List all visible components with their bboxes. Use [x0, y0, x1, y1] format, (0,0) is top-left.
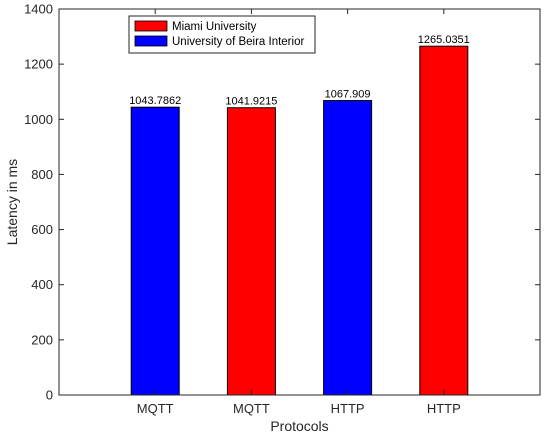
legend-swatch-2: [134, 35, 168, 47]
data-label-2: 1041.9215: [225, 96, 277, 108]
bar-3: [323, 100, 373, 396]
bar-1: [130, 106, 180, 396]
x-tick-label-1: MQTT: [137, 401, 174, 416]
bar-2: [226, 107, 276, 396]
data-label-1: 1043.7862: [129, 95, 181, 107]
y-tick-label: 1400: [24, 2, 53, 17]
y-tick-label: 1000: [24, 112, 53, 127]
data-label-4: 1265.0351: [418, 34, 470, 46]
bar-4: [419, 45, 469, 396]
x-axis-title: Protocols: [270, 418, 328, 434]
legend-swatch-1: [134, 20, 168, 32]
y-axis-title: Latency in ms: [4, 159, 20, 245]
plot-border: [58, 8, 541, 396]
x-tick-label-2: MQTT: [233, 401, 270, 416]
y-tick-label: 0: [46, 388, 53, 403]
y-tick-label: 800: [31, 167, 53, 182]
x-tick-label-4: HTTP: [427, 401, 461, 416]
data-label-3: 1067.909: [325, 89, 371, 101]
y-tick-label: 400: [31, 277, 53, 292]
x-tick-label-3: HTTP: [331, 401, 365, 416]
legend-label-1: Miami University: [172, 21, 257, 33]
legend-label-2: University of Beira Interior: [172, 36, 304, 48]
y-tick-label: 200: [31, 332, 53, 347]
y-tick-label: 600: [31, 222, 53, 237]
y-tick-label: 1200: [24, 57, 53, 72]
